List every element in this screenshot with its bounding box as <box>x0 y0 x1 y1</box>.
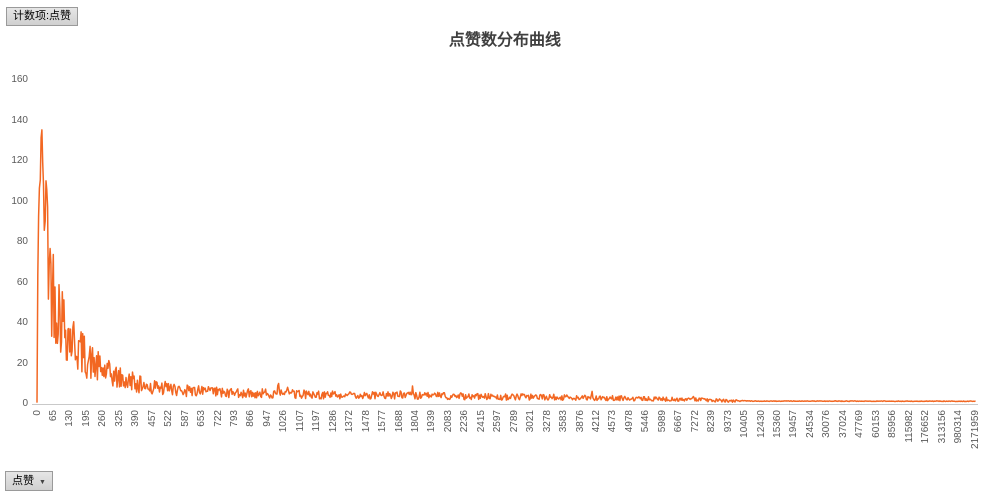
plot-area <box>36 129 976 403</box>
x-tick-label: 722 <box>212 410 224 427</box>
x-tick-label: 65 <box>47 410 59 422</box>
x-tick-label: 1478 <box>360 410 372 433</box>
x-tick-label: 3583 <box>558 410 570 433</box>
x-tick-label: 19457 <box>788 410 800 438</box>
x-tick-label: 980314 <box>953 410 965 444</box>
x-tick-label: 4978 <box>623 410 635 433</box>
chart-title: 点赞数分布曲线 <box>448 32 561 49</box>
x-tick-label: 2236 <box>459 410 471 433</box>
x-tick-label: 1804 <box>409 410 421 433</box>
x-tick-label: 115982 <box>903 410 915 443</box>
pivot-value-field-label: 计数项:点赞 <box>13 10 72 22</box>
x-tick-label: 1939 <box>426 410 438 433</box>
x-tick-label: 0 <box>31 410 43 416</box>
pivot-axis-field-label: 点赞 <box>12 474 34 487</box>
x-tick-label: 5446 <box>640 410 652 433</box>
x-tick-label: 85956 <box>887 410 899 438</box>
x-tick-label: 325 <box>113 410 125 427</box>
x-tick-label: 457 <box>146 410 158 427</box>
x-tick-label: 195 <box>80 410 92 427</box>
y-tick-label: 100 <box>11 195 28 207</box>
x-tick-label: 260 <box>97 410 109 427</box>
x-axis-line <box>32 404 978 405</box>
x-tick-label: 653 <box>196 410 208 427</box>
x-tick-label: 130 <box>64 410 76 427</box>
x-tick-label: 3278 <box>541 410 553 433</box>
x-tick-label: 3876 <box>574 410 586 433</box>
pivot-axis-field-button[interactable]: 点赞 ▼ <box>5 471 53 491</box>
x-tick-label: 1577 <box>377 410 389 433</box>
x-tick-label: 30076 <box>821 410 833 438</box>
x-tick-label: 7272 <box>689 410 701 433</box>
x-tick-label: 587 <box>179 410 191 427</box>
x-tick-label: 2789 <box>508 410 520 433</box>
x-tick-label: 6667 <box>673 410 685 433</box>
x-tick-label: 313156 <box>936 410 948 444</box>
x-tick-label: 947 <box>261 410 273 427</box>
y-tick-label: 20 <box>16 357 28 369</box>
x-tick-label: 1107 <box>294 410 306 432</box>
y-tick-label: 140 <box>11 114 28 126</box>
x-tick-label: 37024 <box>837 410 849 438</box>
x-tick-label: 8239 <box>706 410 718 433</box>
x-tick-label: 793 <box>228 410 240 427</box>
x-tick-label: 2597 <box>492 410 504 433</box>
likes-series-line <box>36 129 976 403</box>
y-tick-label: 40 <box>16 317 28 328</box>
dropdown-arrow-icon[interactable]: ▼ <box>39 478 46 486</box>
x-tick-label: 522 <box>163 410 175 427</box>
x-tick-label: 4573 <box>607 410 619 433</box>
x-tick-label: 12430 <box>755 410 767 438</box>
y-tick-label: 0 <box>22 398 28 409</box>
x-tick-label: 4212 <box>591 410 602 433</box>
x-tick-label: 176652 <box>920 410 932 444</box>
y-tick-label: 120 <box>11 155 28 166</box>
x-tick-label: 1197 <box>311 410 323 432</box>
x-tick-label: 10405 <box>739 410 751 438</box>
x-tick-label: 1026 <box>278 410 290 433</box>
x-tick-label: 866 <box>245 410 257 427</box>
x-tick-label: 15360 <box>772 410 784 438</box>
x-tick-label: 390 <box>130 410 142 427</box>
x-tick-label: 47769 <box>854 410 866 438</box>
x-tick-label: 1688 <box>393 410 405 433</box>
x-tick-label: 60153 <box>870 410 882 438</box>
x-tick-label: 2171959 <box>969 410 981 449</box>
x-tick-label: 9373 <box>722 410 734 433</box>
x-tick-label: 1372 <box>344 410 356 433</box>
x-tick-label: 1286 <box>327 410 339 433</box>
x-tick-label: 5989 <box>656 410 668 433</box>
y-tick-label: 80 <box>16 236 28 247</box>
x-tick-label: 2083 <box>442 410 454 433</box>
x-tick-label: 24534 <box>804 410 816 438</box>
pivot-value-field-button[interactable]: 计数项:点赞 <box>6 7 79 26</box>
y-tick-label: 160 <box>11 74 28 85</box>
x-tick-label: 3021 <box>525 410 537 433</box>
x-tick-label: 2415 <box>475 410 487 433</box>
y-tick-label: 60 <box>16 276 28 288</box>
